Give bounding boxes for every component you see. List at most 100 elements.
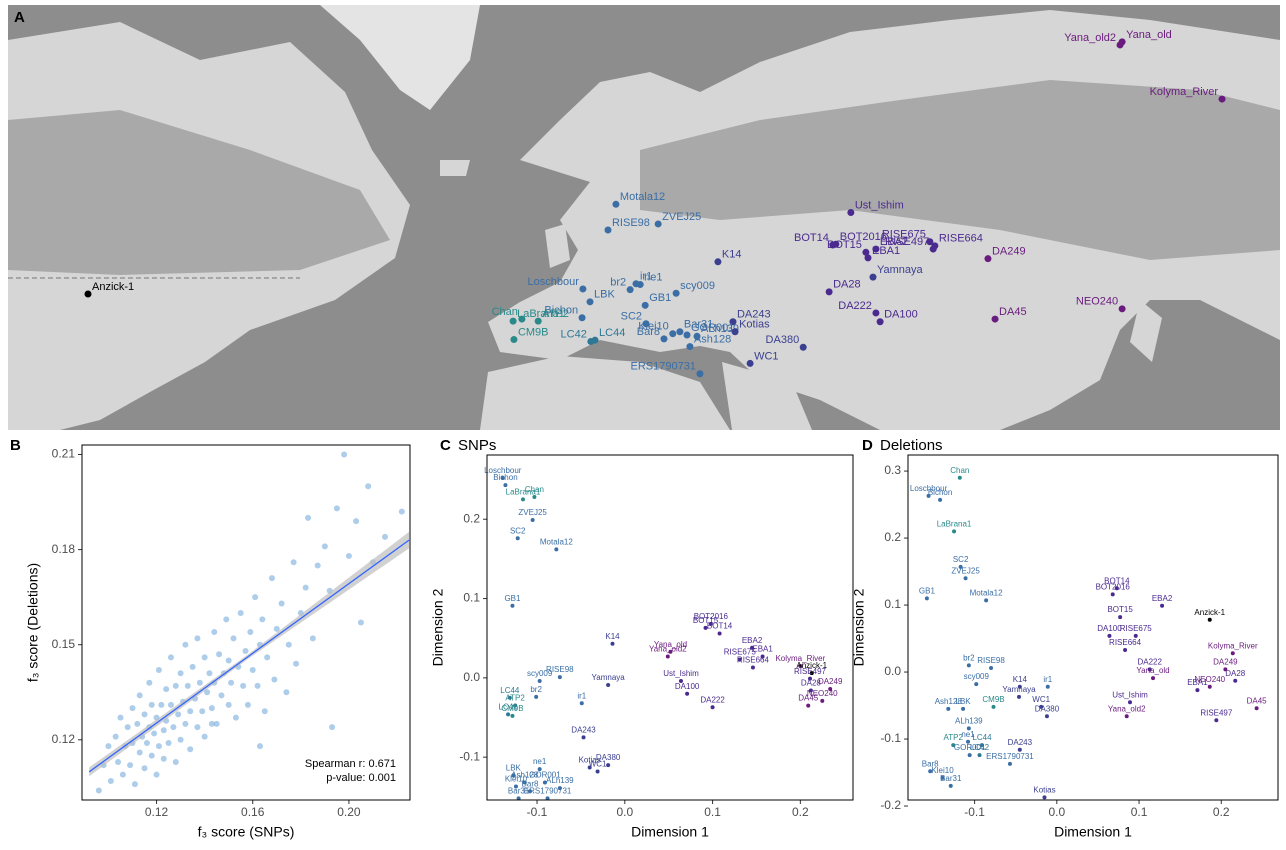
point [1160,604,1164,608]
panel-title: Deletions [880,437,943,454]
point [178,670,184,676]
point [806,704,810,708]
point-label: LC44 [972,733,992,742]
point [271,677,277,683]
point-label: ZVEJ25 [951,566,980,575]
point-label: DA380 [1035,704,1060,713]
point [197,680,203,686]
point-label: ne1 [961,730,975,739]
point [194,635,200,641]
point-label: br2 [530,685,542,694]
x-tick-label: 0.1 [704,805,721,819]
point [1046,685,1050,689]
point-label: DA45 [1247,696,1268,705]
point-label: BOT15 [1107,605,1133,614]
point [959,565,963,569]
site-label: ne1 [644,271,662,283]
site-label: Anzick-1 [92,281,134,293]
point [187,708,193,714]
site-point [1117,41,1124,48]
point [286,642,292,648]
point [1255,706,1259,710]
point [303,585,309,591]
x-tick-label: 0.20 [337,805,361,819]
point [173,759,179,765]
point [151,730,157,736]
site-point [870,274,877,281]
point [961,707,965,711]
point-label: br2 [963,653,975,662]
x-axis-label: Dimension 1 [631,824,709,840]
site-point [661,335,668,342]
point [154,772,160,778]
point [1214,718,1218,722]
site-point [1219,96,1226,103]
point [113,734,119,740]
point-label: RISE98 [977,656,1005,665]
site-point [669,330,676,337]
point [382,534,388,540]
point-label: ir1 [577,691,586,700]
point-label: DA45 [798,694,819,703]
point [365,483,371,489]
site-point [1119,305,1126,312]
point [1008,762,1012,766]
site-point [637,281,644,288]
point-label: ERS1790731 [524,787,572,796]
y-tick-label: 0.15 [52,637,76,651]
point [952,529,956,533]
site-point [800,344,807,351]
site-label: Yana_old [1126,29,1172,41]
point [146,680,152,686]
point [262,708,268,714]
site-label: DA45 [999,306,1027,318]
point [209,721,215,727]
point [149,753,155,759]
point [291,559,297,565]
point [158,702,164,708]
site-point [829,242,836,249]
point [582,735,586,739]
site-point [510,318,517,325]
site-label: br2 [610,277,626,289]
point-label: DA222 [700,695,725,704]
point [606,683,610,687]
point-label: CM9B [982,695,1004,704]
site-label: scy009 [680,280,715,292]
point [149,702,155,708]
site-point [683,332,690,339]
point [341,452,347,458]
point [168,654,174,660]
point-label: NEO240 [1194,675,1225,684]
point-label: scy009 [527,669,553,678]
point [156,743,162,749]
site-label: CM9B [518,326,549,338]
point [257,743,263,749]
site-label: DA249 [992,246,1026,258]
point [283,689,289,695]
point [125,724,131,730]
point [1233,679,1237,683]
y-tick-label: -0.1 [880,731,901,745]
point [334,505,340,511]
point [247,629,253,635]
point [820,699,824,703]
point [190,664,196,670]
point-label: Anzick-1 [1194,608,1225,617]
site-point [826,288,833,295]
site-point [673,290,680,297]
point [510,604,514,608]
point [1123,648,1127,652]
x-tick-label: 0.0 [616,805,633,819]
site-label: BOT14 [794,232,829,244]
site-label: Kolyma_River [1150,86,1219,98]
point [1125,714,1129,718]
point [666,654,670,658]
x-tick-label: 0.1 [1131,805,1148,819]
point-label: Yana_old [1136,666,1169,675]
point [199,708,205,714]
point-label: Bar31 [940,774,962,783]
point [216,651,222,657]
point [250,667,256,673]
point-label: K14 [605,632,620,641]
